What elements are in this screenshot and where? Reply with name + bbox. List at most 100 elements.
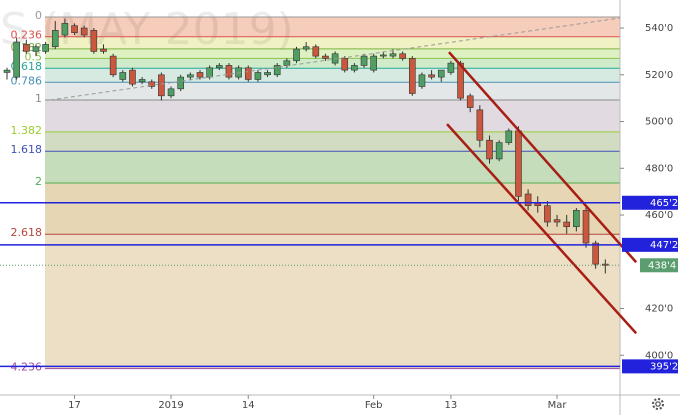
candle-body: [42, 44, 49, 52]
trendline: [446, 123, 638, 335]
fib-label: 0: [35, 9, 42, 22]
candle-body: [90, 30, 98, 52]
time-axis: [0, 395, 680, 415]
candle-body: [592, 242, 599, 265]
fib-band: [45, 82, 620, 101]
candle-body: [582, 210, 590, 244]
candle-body: [225, 65, 233, 78]
candle-body: [302, 46, 310, 50]
x-tick-label: Feb: [365, 400, 383, 411]
fib-label: 0.236: [11, 29, 43, 42]
last-price-label: 438'4: [648, 260, 676, 271]
candle-body: [495, 142, 503, 160]
y-tick-label: 500'0: [645, 117, 673, 128]
fib-label: 2.618: [11, 226, 43, 239]
fib-label: 0.786: [11, 74, 43, 87]
candle-body: [254, 72, 262, 80]
candle-body: [360, 55, 368, 66]
candle-body: [3, 69, 11, 73]
x-tick-label: 14: [242, 400, 255, 411]
fib-label: 0.5: [25, 50, 43, 63]
candle-body: [177, 76, 184, 90]
y-tick-label: 420'0: [645, 304, 673, 315]
candle-body: [573, 210, 580, 228]
candle-body: [100, 48, 107, 52]
candle-body: [158, 74, 165, 97]
fib-band: [45, 17, 620, 37]
candle-body: [370, 55, 378, 71]
candle-body: [71, 25, 78, 34]
candle-body: [138, 79, 146, 83]
candle-body: [447, 62, 455, 73]
candle-body: [418, 74, 426, 87]
candle-body: [244, 67, 252, 80]
candle-body: [80, 27, 88, 36]
y-tick-label: 520'0: [645, 70, 673, 81]
candle-body: [273, 65, 281, 76]
candle-body: [61, 23, 69, 36]
fib-label: 1: [35, 92, 42, 105]
candle-body: [293, 48, 300, 62]
candle-body: [322, 55, 329, 59]
fib-band: [45, 234, 620, 369]
candle-body: [167, 88, 175, 97]
candle-body: [264, 72, 271, 76]
candle-body: [380, 54, 387, 57]
candle-body: [341, 58, 349, 71]
candle-body: [486, 139, 493, 160]
y-tick-label: 460'0: [645, 210, 673, 221]
level-label: 465'2: [650, 198, 678, 209]
candle-body: [466, 95, 474, 108]
fib-band: [45, 131, 620, 152]
settings-hub: [655, 401, 661, 407]
candle-body: [408, 58, 416, 94]
candle-body: [129, 69, 136, 85]
candle-body: [206, 67, 213, 78]
y-tick-label: 480'0: [645, 163, 673, 174]
level-tag: [622, 359, 678, 374]
candle-body: [216, 65, 223, 69]
candle-body: [148, 81, 156, 87]
candle-body: [457, 62, 464, 99]
candle-body: [553, 219, 561, 223]
settings-icon[interactable]: [652, 398, 664, 410]
candle-body: [196, 72, 204, 78]
fib-band: [45, 183, 620, 235]
level-label: 395'2: [650, 361, 678, 372]
candle-body: [437, 69, 445, 78]
level-tag: [622, 195, 678, 210]
settings-ring: [652, 398, 664, 410]
fib-label: 2: [35, 175, 42, 188]
fib-band: [45, 100, 620, 132]
fib-band: [45, 36, 620, 49]
level-label: 447'2: [650, 240, 678, 251]
candle-body: [13, 41, 20, 78]
trendline: [49, 17, 620, 101]
candle-body: [544, 205, 551, 223]
candle-body: [399, 53, 406, 59]
candle-body: [563, 221, 571, 228]
trendline: [448, 51, 638, 264]
candle-body: [22, 44, 30, 52]
level-tag: [622, 237, 678, 252]
candle-body: [109, 55, 117, 76]
x-tick-label: 13: [445, 400, 458, 411]
candle-body: [51, 30, 59, 48]
candle-body: [187, 74, 194, 78]
candle-body: [505, 130, 513, 143]
candle-body: [534, 203, 542, 206]
candle-body: [524, 193, 532, 206]
x-tick-label: 2019: [158, 400, 183, 411]
y-tick-label: 400'0: [645, 350, 673, 361]
last-price-tag: [640, 258, 678, 273]
candle-body: [428, 74, 435, 78]
candle-body: [283, 60, 291, 66]
y-tick-label: 540'0: [645, 23, 673, 34]
candle-body: [331, 53, 339, 64]
candle-body: [515, 130, 522, 197]
fib-band: [45, 151, 620, 184]
x-tick-label: Mar: [548, 400, 568, 411]
candle-body: [476, 109, 484, 141]
x-tick-label: 17: [68, 400, 81, 411]
